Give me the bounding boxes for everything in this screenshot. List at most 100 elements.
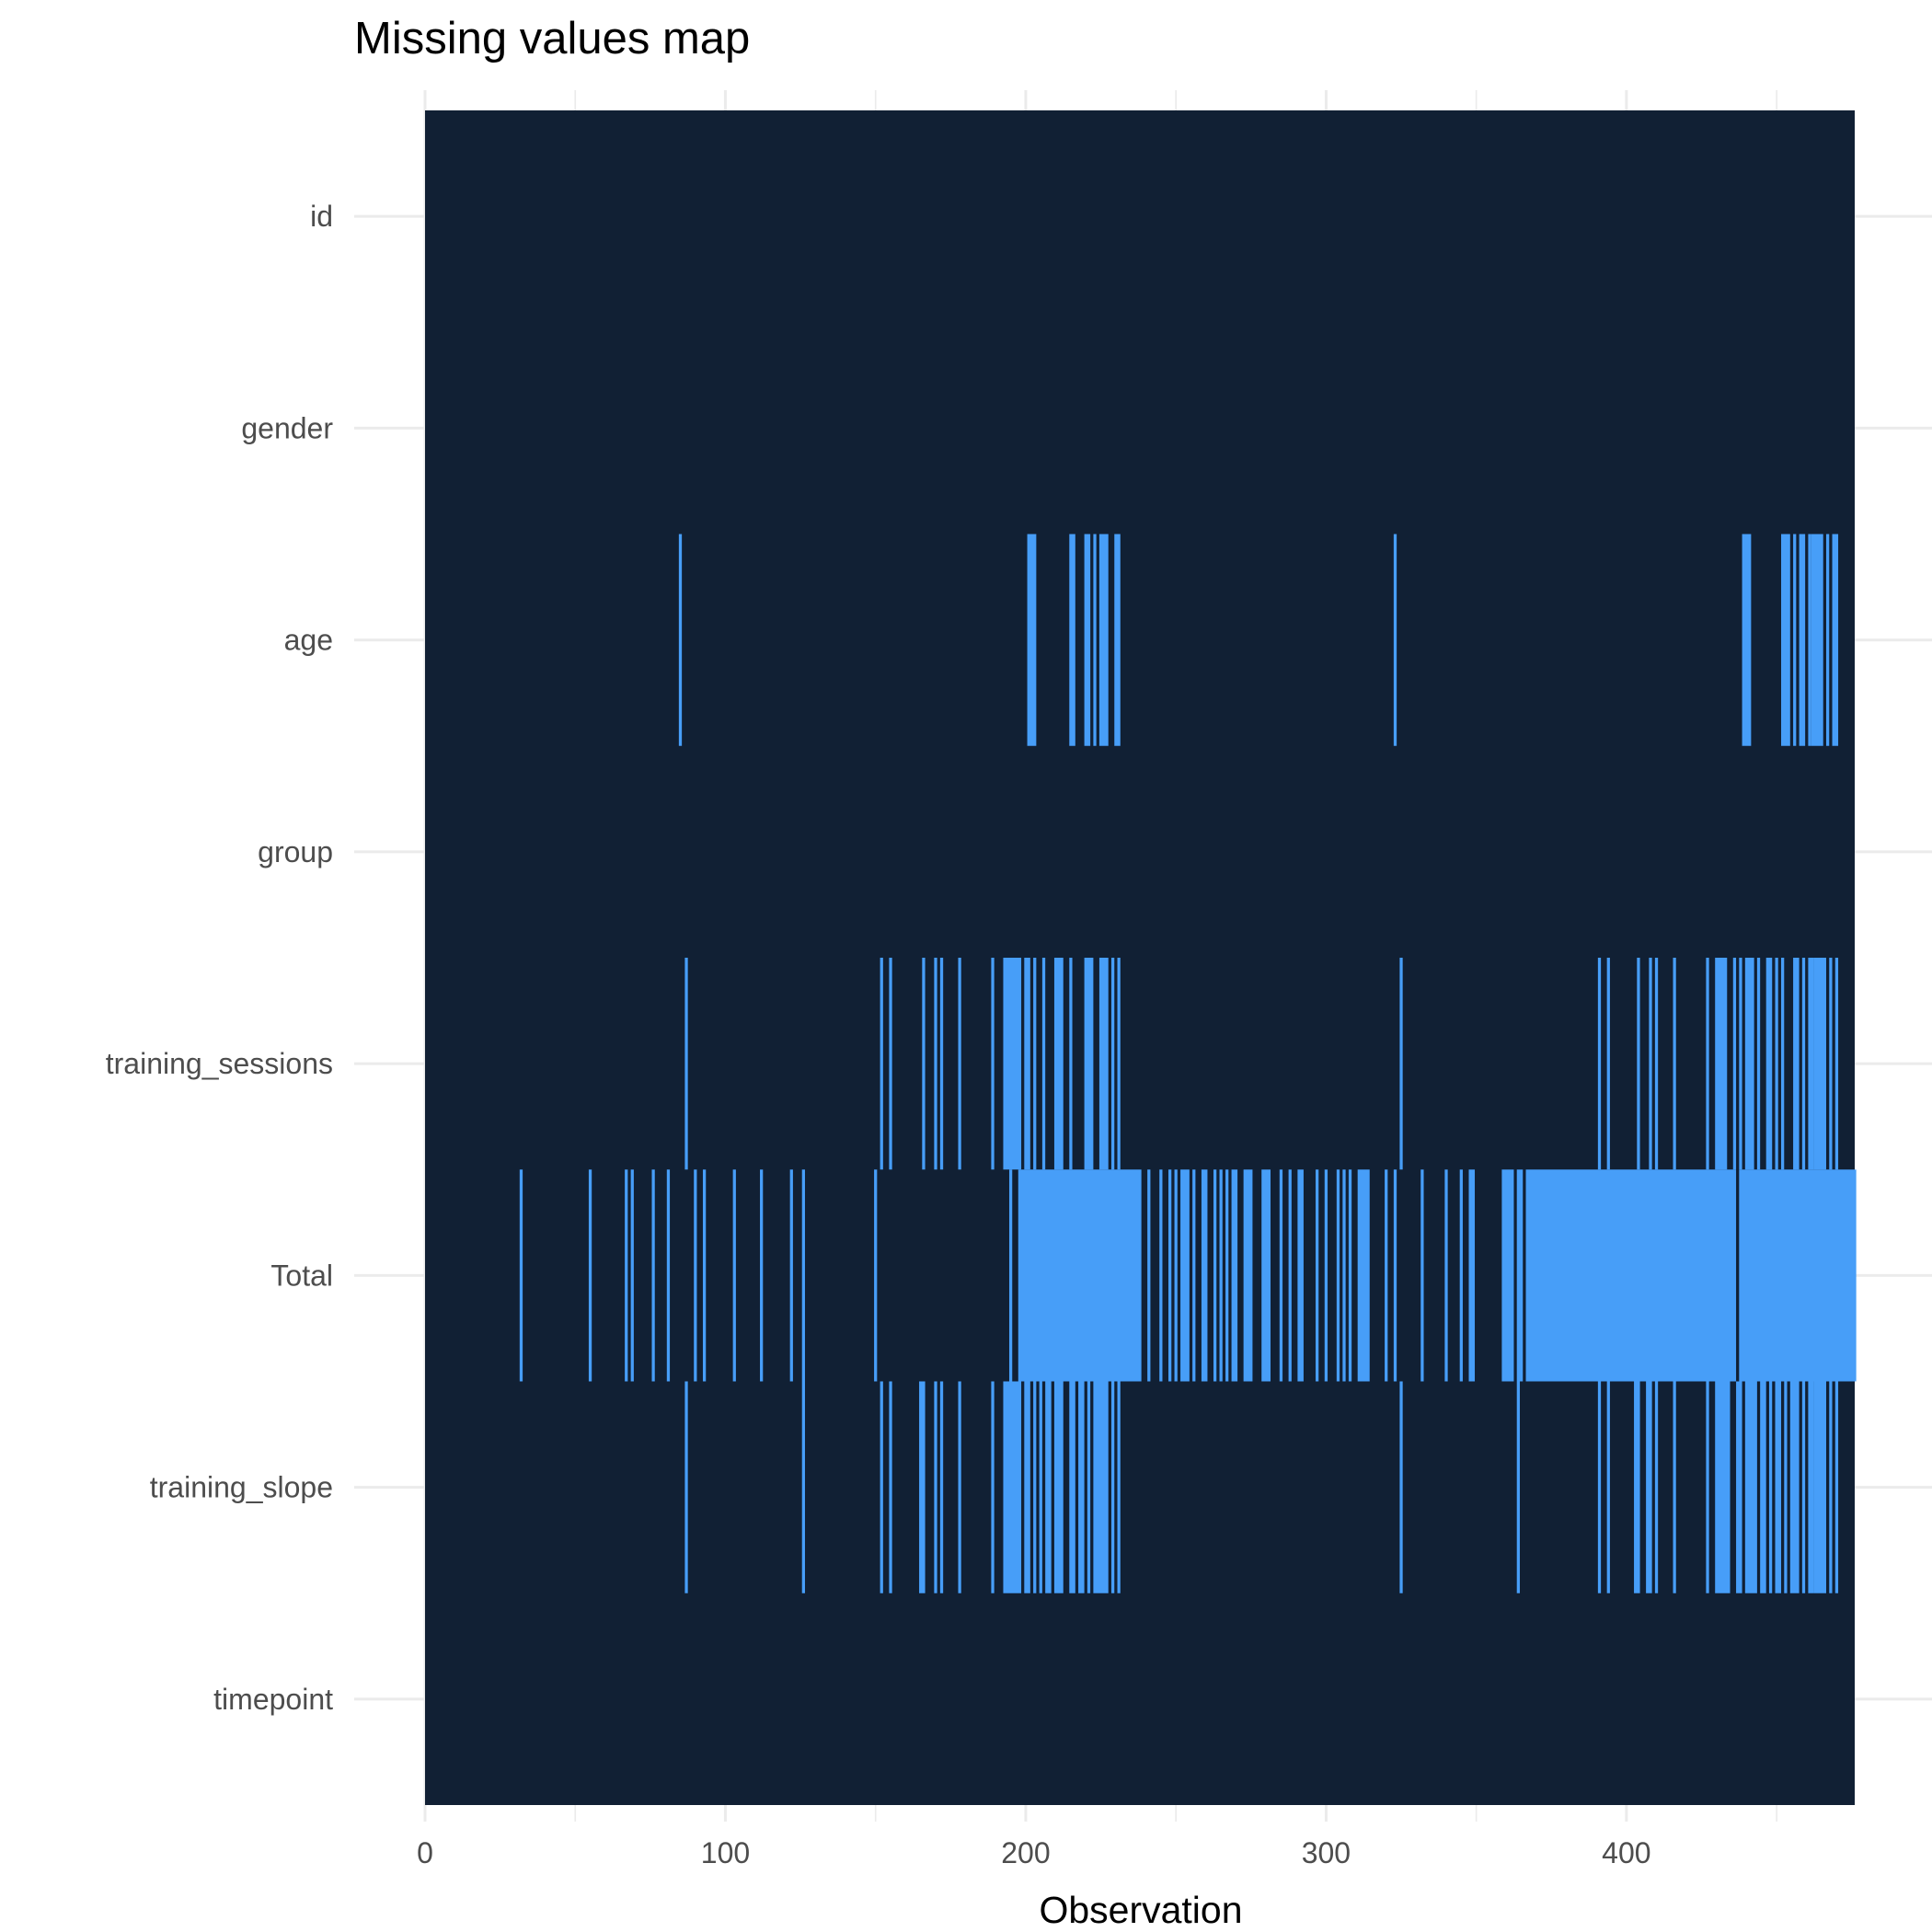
- y-tick-label: id: [310, 200, 333, 233]
- chart-title: Missing values map: [354, 14, 751, 63]
- missing-tile-training-slope: [801, 1381, 805, 1593]
- missing-tile-Total: [1168, 1169, 1172, 1382]
- missing-tile-Total: [760, 1169, 764, 1382]
- missing-tile-training-slope: [684, 1381, 688, 1593]
- missing-tile-training-slope: [1033, 1381, 1037, 1593]
- missing-tile-training-slope: [1673, 1381, 1676, 1593]
- x-tick-label: 200: [1001, 1836, 1050, 1869]
- missing-tile-training-sessions: [1801, 958, 1806, 1170]
- missing-tile-Total: [1261, 1169, 1271, 1382]
- missing-tile-Total: [1008, 1169, 1013, 1382]
- missing-tile-training-slope: [1654, 1381, 1659, 1593]
- missing-tile-Total: [874, 1169, 878, 1382]
- missing-tile-Total: [1420, 1169, 1424, 1382]
- missing-tile-training-sessions: [1053, 958, 1064, 1170]
- missing-tile-Total: [694, 1169, 697, 1382]
- x-tick-label: 400: [1602, 1836, 1650, 1869]
- x-tick-label: 100: [701, 1836, 750, 1869]
- missing-tile-Total: [625, 1169, 628, 1382]
- missing-tile-training-sessions: [1606, 958, 1610, 1170]
- missing-tile-Total: [1192, 1169, 1196, 1382]
- x-axis-title: Observation: [1039, 1889, 1242, 1931]
- missing-tile-Total: [1459, 1169, 1463, 1382]
- missing-tile-training-sessions: [1117, 958, 1121, 1170]
- y-tick-labels: id gender age group training_sessions Total tr…: [106, 200, 334, 1716]
- missing-tile-Total: [1348, 1169, 1352, 1382]
- missing-tile-training-slope: [934, 1381, 937, 1593]
- missing-tile-age: [1098, 534, 1109, 746]
- missing-tile-Total: [1324, 1169, 1328, 1382]
- missing-tile-training-slope: [1039, 1381, 1042, 1593]
- missing-tile-training-slope: [1087, 1381, 1091, 1593]
- missing-tile-training-sessions: [1649, 958, 1652, 1170]
- missing-tile-training-slope: [991, 1381, 995, 1593]
- missing-tile-Total: [1393, 1169, 1397, 1382]
- missing-tile-age: [1093, 534, 1097, 746]
- missing-tile-age: [1808, 534, 1811, 746]
- missing-tile-training-slope: [1715, 1381, 1731, 1593]
- missing-tile-age: [1027, 534, 1037, 746]
- missing-tile-training-sessions: [1637, 958, 1640, 1170]
- missing-tile-training-slope: [1597, 1381, 1602, 1593]
- missing-tile-Total: [519, 1169, 523, 1382]
- missing-tile-Total: [702, 1169, 707, 1382]
- missing-tile-Total: [1288, 1169, 1292, 1382]
- missing-tile-training-slope: [1706, 1381, 1709, 1593]
- missing-tile-Total: [1444, 1169, 1448, 1382]
- missing-tile-training-slope: [880, 1381, 883, 1593]
- y-tick-label: Total: [270, 1259, 333, 1292]
- y-tick-label: gender: [241, 411, 333, 444]
- missing-tile-training-sessions: [684, 958, 688, 1170]
- missing-tile-training-slope: [1646, 1381, 1652, 1593]
- missing-tile-Total: [1342, 1169, 1346, 1382]
- missing-tile-training-slope: [1045, 1381, 1052, 1593]
- missing-tile-Total: [1201, 1169, 1208, 1382]
- missing-tile-training-sessions: [1399, 958, 1403, 1170]
- missing-tile-training-sessions: [922, 958, 926, 1170]
- missing-tile-training-sessions: [1775, 958, 1778, 1170]
- missing-tile-training-slope: [1024, 1381, 1030, 1593]
- missing-tile-Total: [1501, 1169, 1514, 1382]
- missing-tile-training-sessions: [1834, 958, 1839, 1170]
- missing-tile-Total: [1297, 1169, 1304, 1382]
- missing-tile-training-slope: [889, 1381, 892, 1593]
- missing-tile-training-sessions: [1084, 958, 1094, 1170]
- missing-tile-training-sessions: [939, 958, 944, 1170]
- missing-tile-Total: [1213, 1169, 1217, 1382]
- missing-tile-Total: [1018, 1169, 1142, 1382]
- missing-tile-Total: [1279, 1169, 1283, 1382]
- missing-tile-training-sessions: [1808, 958, 1814, 1170]
- missing-tile-Total: [1159, 1169, 1163, 1382]
- missing-tile-training-slope: [1093, 1381, 1109, 1593]
- missing-tile-age: [1742, 534, 1752, 746]
- missing-tile-training-sessions: [934, 958, 937, 1170]
- missing-tile-training-slope: [1516, 1381, 1520, 1593]
- missing-tile-training-sessions: [1003, 958, 1022, 1170]
- missing-tile-Total: [1174, 1169, 1178, 1382]
- missing-tile-training-sessions: [1756, 958, 1761, 1170]
- missing-tile-training-sessions: [880, 958, 883, 1170]
- x-tick-label: 300: [1302, 1836, 1351, 1869]
- missing-tile-training-sessions: [1110, 958, 1115, 1170]
- heatmap-tiles: [425, 110, 1857, 1805]
- missing-tile-training-sessions: [1706, 958, 1709, 1170]
- missing-tile-training-slope: [919, 1381, 926, 1593]
- missing-tile-Total: [1525, 1169, 1737, 1382]
- missing-tile-training-sessions: [1069, 958, 1073, 1170]
- missing-tile-training-slope: [1069, 1381, 1075, 1593]
- missing-tile-age: [1811, 534, 1823, 746]
- missing-tile-age: [1069, 534, 1075, 746]
- missing-tile-age: [1825, 534, 1830, 746]
- y-tick-label: age: [284, 624, 333, 657]
- missing-tile-training-slope: [1110, 1381, 1115, 1593]
- missing-tile-Total: [1336, 1169, 1340, 1382]
- missing-tile-training-sessions: [1654, 958, 1659, 1170]
- missing-tile-training-slope: [1399, 1381, 1403, 1593]
- present-values-area: [425, 110, 1855, 1805]
- missing-tile-Total: [1243, 1169, 1253, 1382]
- missing-tile-Total: [732, 1169, 736, 1382]
- y-tick-label: timepoint: [213, 1683, 333, 1716]
- missing-tile-training-sessions: [1744, 958, 1754, 1170]
- missing-tile-training-slope: [1078, 1381, 1085, 1593]
- missing-tile-Total: [1357, 1169, 1370, 1382]
